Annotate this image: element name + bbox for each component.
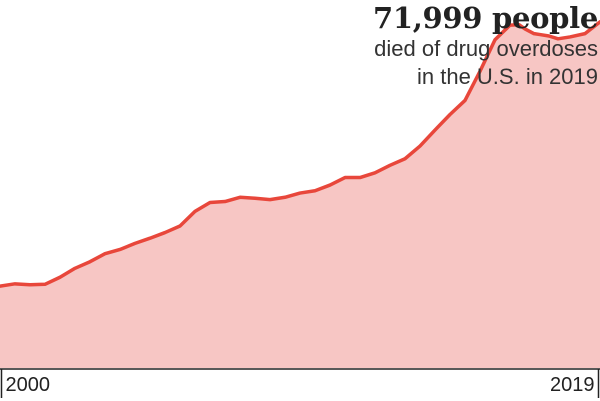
series-line — [0, 20, 600, 288]
x-tick-label-2019: 2019 — [550, 374, 595, 396]
headline-value: 71,999 people — [373, 1, 598, 35]
x-tick-label-2000: 2000 — [6, 374, 51, 396]
area-fill — [0, 21, 600, 368]
headline: 71,999 people died of drug overdoses in … — [373, 1, 598, 91]
headline-line-1: died of drug overdoses — [374, 36, 598, 61]
x-axis-ticks: 2000 2019 — [0, 369, 600, 398]
headline-line-2: in the U.S. in 2019 — [416, 64, 598, 89]
